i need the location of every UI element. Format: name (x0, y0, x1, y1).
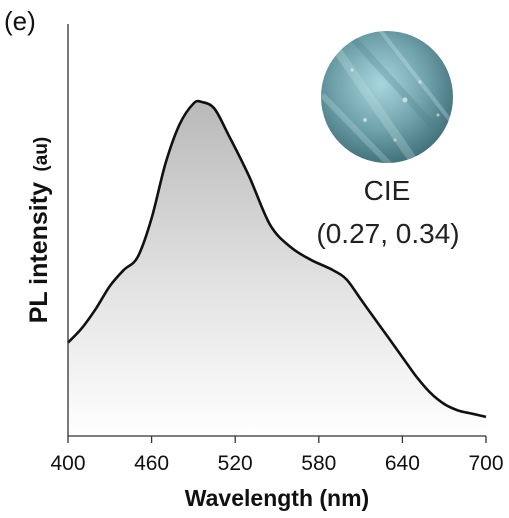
panel-label: (e) (4, 6, 36, 36)
emission-photo (321, 31, 453, 163)
y-axis-label: PL intensity (au) (25, 137, 53, 324)
cie-label: CIE (364, 175, 411, 206)
x-tick-label: 460 (134, 452, 169, 475)
x-ticks: 400 460 520 580 640 700 (50, 436, 504, 475)
spectrum-area-fill (68, 101, 486, 437)
svg-text:PL intensity (au): PL intensity (au) (25, 137, 53, 324)
x-tick-label: 520 (218, 452, 253, 475)
cie-coordinates: (0.27, 0.34) (316, 218, 459, 249)
x-axis-label: Wavelength (nm) (185, 485, 369, 511)
y-axis-title: PL intensity (25, 182, 53, 323)
x-tick-label: 400 (50, 452, 85, 475)
y-axis-unit: (au) (31, 137, 52, 172)
x-tick-label: 640 (385, 452, 420, 475)
spectrum-line (67, 99, 487, 419)
x-tick-label: 700 (468, 452, 503, 475)
x-tick-label: 580 (301, 452, 336, 475)
